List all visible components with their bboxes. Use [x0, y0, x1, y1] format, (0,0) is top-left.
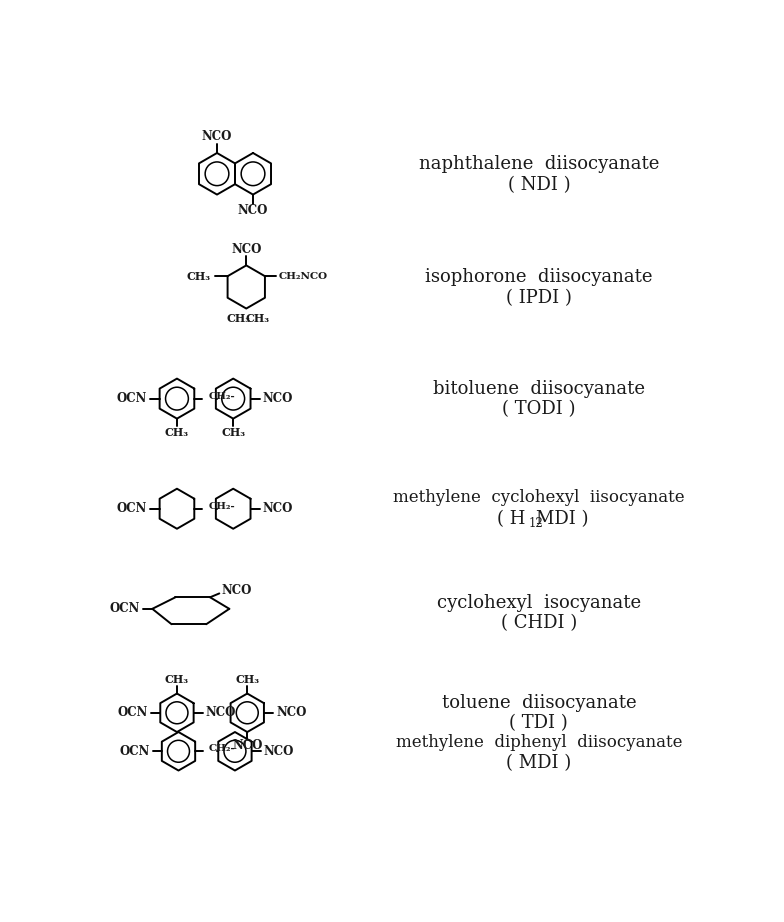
- Text: CH₃: CH₃: [165, 427, 189, 438]
- Text: NCO: NCO: [263, 392, 293, 405]
- Text: OCN: OCN: [118, 706, 148, 719]
- Text: toluene  diisocyanate: toluene diisocyanate: [441, 693, 636, 712]
- Text: ( NDI ): ( NDI ): [507, 176, 570, 195]
- Text: CH₂-: CH₂-: [209, 744, 235, 753]
- Text: isophorone  diisocyanate: isophorone diisocyanate: [425, 268, 652, 286]
- Text: ( TODI ): ( TODI ): [502, 399, 575, 418]
- Text: NCO: NCO: [206, 706, 236, 719]
- Text: CH₃: CH₃: [187, 271, 211, 282]
- Text: OCN: OCN: [119, 745, 150, 758]
- Text: NCO: NCO: [232, 739, 263, 752]
- Text: NCO: NCO: [238, 205, 268, 218]
- Text: 12: 12: [529, 517, 543, 530]
- Text: NCO: NCO: [264, 745, 294, 758]
- Text: NCO: NCO: [231, 242, 261, 255]
- Text: ( IPDI ): ( IPDI ): [506, 289, 572, 307]
- Text: CH₃: CH₃: [165, 674, 189, 685]
- Text: NCO: NCO: [201, 130, 232, 143]
- Text: bitoluene  diisocyanate: bitoluene diisocyanate: [433, 380, 645, 397]
- Text: ( CHDI ): ( CHDI ): [501, 614, 577, 632]
- Text: NCO: NCO: [276, 706, 307, 719]
- Text: CH₃: CH₃: [245, 313, 270, 324]
- Text: CH₂-: CH₂-: [209, 392, 235, 401]
- Text: ( MDI ): ( MDI ): [506, 754, 572, 772]
- Text: methylene  diphenyl  diisocyanate: methylene diphenyl diisocyanate: [396, 734, 682, 751]
- Text: CH₂NCO: CH₂NCO: [279, 272, 328, 280]
- Text: naphthalene  diisocyanate: naphthalene diisocyanate: [419, 155, 659, 172]
- Text: NCO: NCO: [263, 502, 293, 515]
- Text: ( H: ( H: [496, 511, 525, 528]
- Text: ( TDI ): ( TDI ): [510, 715, 568, 733]
- Text: CH₃: CH₃: [221, 427, 245, 438]
- Text: OCN: OCN: [117, 502, 147, 515]
- Text: CH₂-: CH₂-: [209, 502, 235, 511]
- Text: OCN: OCN: [110, 602, 140, 615]
- Text: MDI ): MDI ): [535, 511, 588, 528]
- Text: CH₃: CH₃: [235, 674, 260, 685]
- Text: NCO: NCO: [222, 584, 252, 597]
- Text: CH₃: CH₃: [227, 313, 251, 324]
- Text: OCN: OCN: [117, 392, 147, 405]
- Text: cyclohexyl  isocyanate: cyclohexyl isocyanate: [437, 595, 641, 612]
- Text: methylene  cyclohexyl  iisocyanate: methylene cyclohexyl iisocyanate: [393, 489, 684, 505]
